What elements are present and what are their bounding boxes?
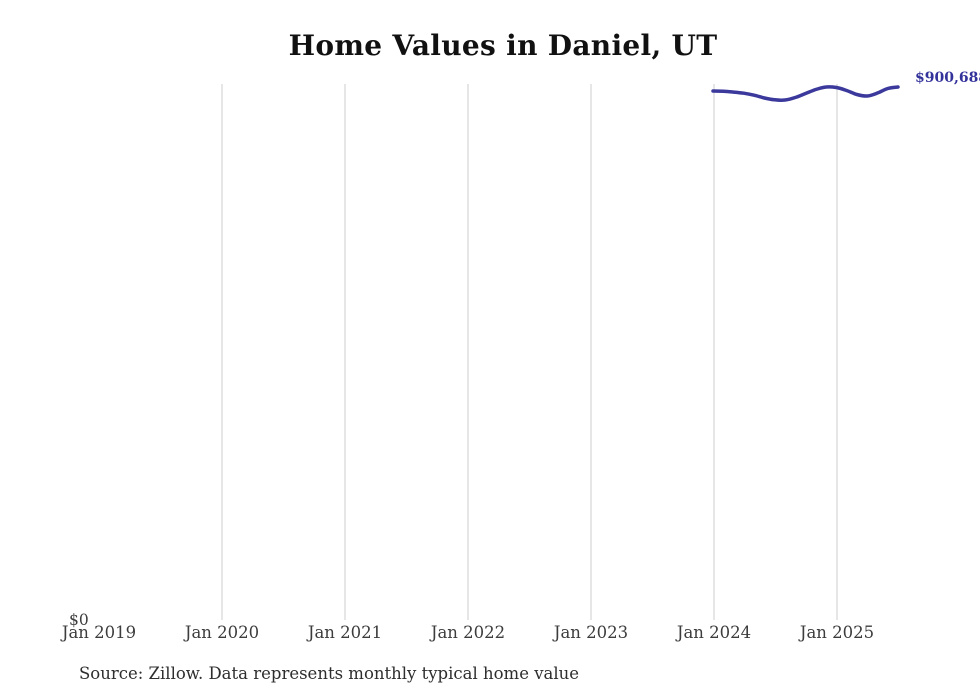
y-axis-zero-label: $0 bbox=[69, 611, 89, 629]
chart-title: Home Values in Daniel, UT bbox=[288, 29, 718, 62]
source-note: Source: Zillow. Data represents monthly … bbox=[79, 664, 580, 683]
line-end-value-label: $900,688 bbox=[915, 70, 980, 86]
home-value-line bbox=[711, 85, 900, 102]
